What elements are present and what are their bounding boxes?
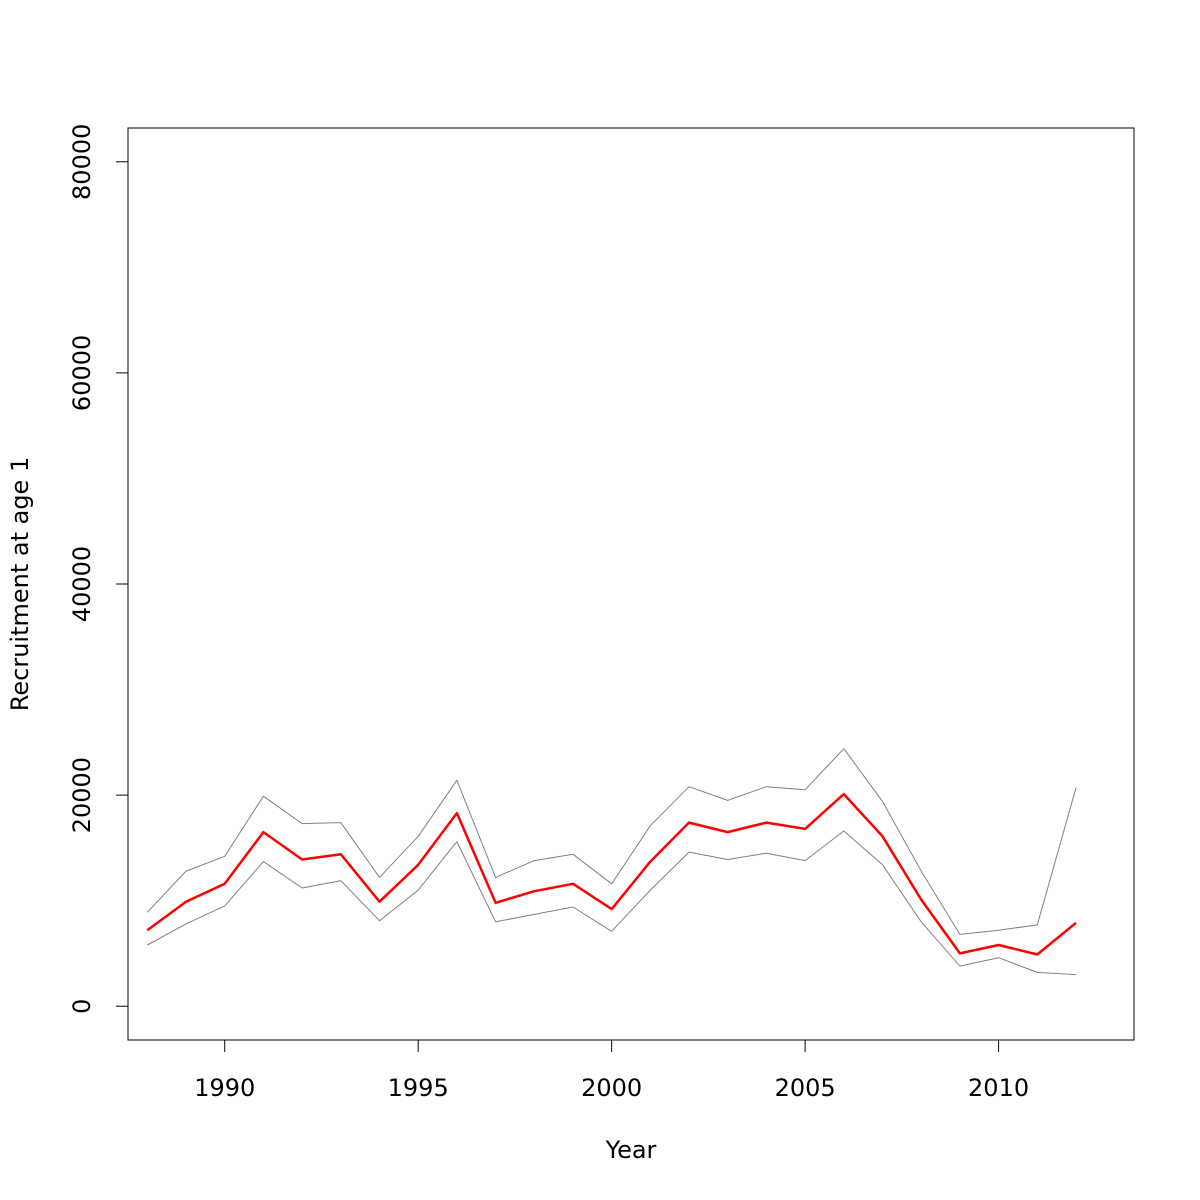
series-line-upper: [146, 748, 1077, 935]
x-tick-label: 2010: [968, 1074, 1029, 1102]
y-tick-label: 40000: [68, 546, 96, 622]
y-axis: 0 20000 40000 60000 80000: [68, 124, 129, 1014]
x-axis: 1990 1995 2000 2005 2010: [194, 1039, 1029, 1102]
plot-box: [127, 127, 1135, 1041]
x-tick-label: 2000: [581, 1074, 642, 1102]
y-axis-title: Recruitment at age 1: [6, 457, 34, 711]
series-line-lower: [147, 830, 1077, 976]
series-line-estimate: [146, 792, 1077, 956]
x-tick-label: 1995: [388, 1074, 449, 1102]
y-tick-label: 20000: [68, 757, 96, 833]
y-tick-label: 60000: [68, 335, 96, 411]
x-tick-label: 2005: [775, 1074, 836, 1102]
series-layer: [146, 748, 1077, 976]
x-tick-label: 1990: [194, 1074, 255, 1102]
y-tick-label: 0: [68, 999, 96, 1014]
y-tick-label: 80000: [68, 124, 96, 200]
x-axis-title: Year: [605, 1136, 657, 1164]
